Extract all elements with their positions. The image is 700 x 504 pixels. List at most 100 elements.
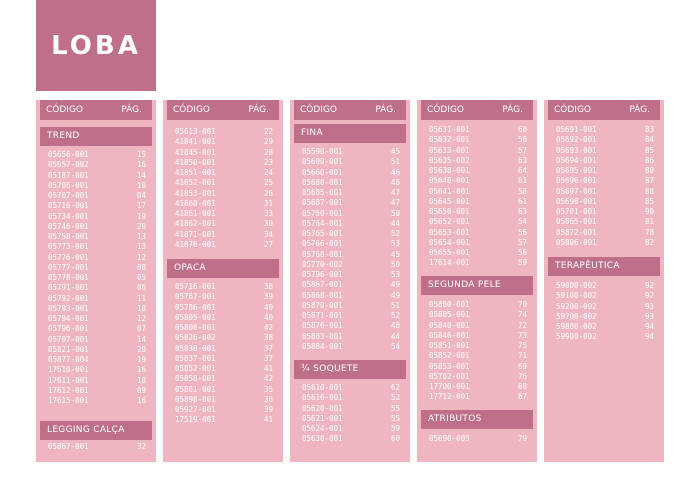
index-row: 05692-001 84: [556, 135, 654, 145]
product-code: 05690-003: [429, 434, 470, 443]
brand-logo-text: LOBA: [51, 30, 141, 61]
page-number: 82: [644, 237, 654, 247]
product-code: 05621-001: [302, 413, 343, 423]
page-number: 48: [390, 177, 400, 187]
product-code: 41853-001: [175, 188, 216, 198]
page-number: 60: [390, 434, 400, 444]
index-row: 05765-001 52: [302, 229, 400, 239]
section-title: SEGUNDA PELE: [421, 276, 533, 295]
page-number: 38: [263, 333, 273, 343]
index-column-5: CÓDIGO PÁG. 05691-001 83 05692-001 84 05693-00…: [544, 100, 664, 462]
product-code: 05716-001: [48, 201, 89, 211]
index-row: 05707-001 04: [48, 191, 146, 201]
index-row: 05654-001 57: [429, 238, 527, 248]
page-number: 45: [390, 147, 400, 156]
index-row: 41862-001 30: [175, 219, 273, 229]
index-row: 05656-001 15: [48, 150, 146, 160]
index-row: 05778-001 05: [48, 273, 146, 283]
page-number: 41: [263, 415, 273, 425]
page-number: 92: [644, 281, 654, 290]
page-number: 40: [263, 312, 273, 322]
page-number: 34: [263, 229, 273, 239]
product-code: 05794-001: [48, 314, 89, 323]
product-code: 41861-001: [175, 209, 216, 218]
section-title: OPACA: [167, 259, 279, 278]
product-code: 17700-001: [429, 382, 470, 391]
page-number: 51: [390, 157, 400, 167]
index-row: 05852-001 71: [429, 351, 527, 361]
product-code: 59100-002: [556, 291, 597, 301]
product-code: 05640-001: [429, 176, 470, 186]
index-row: 41860-001 31: [175, 199, 273, 209]
product-code: 05767-001: [175, 292, 216, 302]
index-row: 05652-001 54: [429, 217, 527, 227]
page-number: 54: [517, 217, 527, 227]
product-code: 05695-001: [556, 166, 597, 175]
page-number: 63: [517, 207, 527, 216]
product-code: 05660-001: [302, 167, 343, 177]
index-row: 05630-001 60: [302, 434, 400, 444]
page-number: 25: [263, 178, 273, 188]
page-number: 19: [136, 355, 146, 364]
index-row: 05786-001 40: [175, 303, 273, 313]
page-number: 07: [136, 324, 146, 334]
product-code: 05716-001: [175, 282, 216, 291]
index-row: 05716-001 17: [48, 201, 146, 211]
product-code: 05805-001: [429, 310, 470, 320]
page-number: 58: [517, 186, 527, 196]
column-header: CÓDIGO PÁG.: [548, 100, 660, 120]
product-code: 05758-001: [48, 232, 89, 241]
page-number: 12: [136, 314, 146, 323]
index-row: 05806-001 42: [175, 323, 273, 333]
page-number: 40: [263, 302, 273, 312]
page-number: 55: [390, 403, 400, 413]
index-row: 05734-001 19: [48, 212, 146, 222]
page-number: 70: [517, 300, 527, 309]
index-row: 05867-001 32: [48, 442, 146, 452]
index-row: 05641-001 58: [429, 187, 527, 197]
index-row: 05851-001 75: [429, 341, 527, 351]
page-number: 64: [517, 166, 527, 175]
index-column-2: CÓDIGO PÁG. 05613-001 22 41841-001 29 41845-00…: [163, 100, 283, 462]
product-code: 05630-001: [302, 434, 343, 444]
product-code: 41845-001: [175, 147, 216, 157]
product-code: 05693-001: [556, 145, 597, 155]
product-code: 05702-001: [429, 371, 470, 381]
page-number: 52: [390, 393, 400, 403]
index-row: 41853-001 26: [175, 189, 273, 199]
index-row: 41861-001 33: [175, 209, 273, 219]
product-code: 05633-001: [429, 145, 470, 155]
index-row: 05881-001 35: [175, 385, 273, 395]
page-number: 84: [644, 135, 654, 145]
product-code: 05773-001: [48, 242, 89, 252]
code-header-label: CÓDIGO: [173, 105, 211, 115]
product-code: 41851-001: [175, 168, 216, 177]
index-row: 05868-001 49: [302, 291, 400, 301]
page-header-label: PÁG.: [121, 105, 142, 115]
index-row: 05773-001 13: [48, 242, 146, 252]
index-row: 59800-002 94: [556, 322, 654, 332]
page-number: 42: [263, 374, 273, 384]
section-title: FINA: [294, 124, 406, 143]
index-row: 05650-001 63: [429, 207, 527, 217]
product-code: 05806-001: [175, 323, 216, 332]
product-code: 05852-001: [175, 364, 216, 373]
code-header-label: CÓDIGO: [46, 105, 84, 115]
product-code: 05821-001: [48, 344, 89, 354]
page-number: 90: [644, 207, 654, 216]
column-header: CÓDIGO PÁG.: [167, 100, 279, 120]
section-title: TREND: [40, 127, 152, 146]
page-number: 39: [263, 405, 273, 414]
product-code: 17519-001: [175, 415, 216, 425]
product-code: 05687-001: [302, 198, 343, 208]
product-code: 05867-001: [302, 280, 343, 290]
page-number: 41: [263, 364, 273, 373]
page-number: 92: [644, 291, 654, 301]
product-code: 59000-002: [556, 281, 597, 290]
index-row: 05633-001 57: [429, 146, 527, 156]
page-number: 60: [517, 125, 527, 134]
product-code: 05746-001: [48, 221, 89, 231]
product-code: 05768-001: [302, 249, 343, 259]
index-row: 05792-001 11: [48, 294, 146, 304]
product-code: 59700-002: [556, 311, 597, 321]
